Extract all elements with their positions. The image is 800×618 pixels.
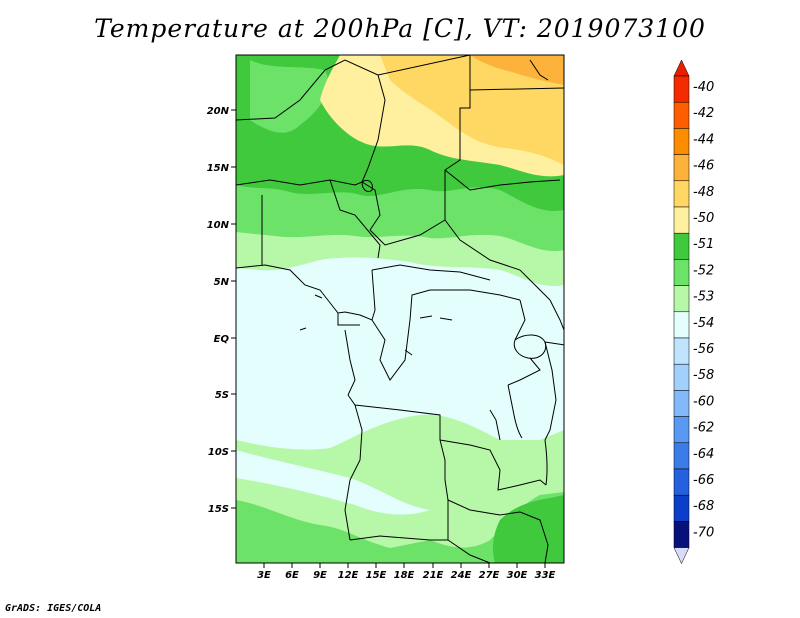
longitude-axis: 3E 6E 9E 12E 15E 18E 21E 24E 27E 30E 33E <box>257 563 556 581</box>
colorbar-swatch <box>673 442 690 470</box>
lon-label-24e: 24E <box>451 570 472 581</box>
field-south-minus52 <box>236 492 564 563</box>
colorbar-label: -68 <box>693 499 714 514</box>
lake-malawi <box>544 439 548 486</box>
colorbar-label: -64 <box>693 447 714 462</box>
colorbar-label: -62 <box>693 421 714 436</box>
lon-label-9e: 9E <box>313 570 327 581</box>
colorbar-label: -66 <box>693 473 714 488</box>
lat-label-15n: 15N <box>207 163 230 174</box>
colorbar-swatch <box>673 259 690 286</box>
latitude-axis: 20N 15N 10N 5N EQ 5S 10S 15S <box>207 106 236 515</box>
lon-tick-33e: 33E <box>535 563 556 581</box>
lake-chad <box>361 179 373 193</box>
lat-label-5n: 5N <box>214 277 230 288</box>
lon-tick-3e: 3E <box>257 563 271 581</box>
colorbar-label: -70 <box>693 525 714 540</box>
lon-tick-18e: 18E <box>394 563 415 581</box>
map-frame <box>235 54 565 564</box>
lon-tick-6e: 6E <box>285 563 299 581</box>
lon-tick-27e: 27E <box>479 563 500 581</box>
credit-text: GrADS: IGES/COLA <box>5 603 102 614</box>
lon-label-3e: 3E <box>257 570 271 581</box>
lon-tick-24e: 24E <box>451 563 472 581</box>
colorbar-label: -46 <box>693 159 714 174</box>
colorbar-swatch <box>673 232 690 260</box>
colorbar-label: -58 <box>693 368 714 383</box>
colorbar-swatch <box>673 101 690 129</box>
colorbar-swatch <box>673 154 690 182</box>
colorbar-top-arrow <box>673 59 690 77</box>
lake-tanganyika <box>507 384 523 439</box>
country-borders <box>236 55 564 563</box>
colorbar-swatch <box>673 180 690 208</box>
colorbar-swatch <box>673 363 690 391</box>
colorbar-swatch <box>673 311 690 339</box>
lat-label-eq: EQ <box>214 334 230 345</box>
map-panel <box>236 55 564 563</box>
colorbar-label: -50 <box>693 211 714 226</box>
colorbar-swatch <box>673 75 690 103</box>
colorbar: -40 -42 -44 -46 -48 -50 -51 -52 -53 -54 -56 -58 -60 -… <box>673 59 714 565</box>
colorbar-label: -44 <box>693 132 714 147</box>
lat-tick-10s: 10S <box>208 447 236 458</box>
colorbar-label: -53 <box>693 290 714 305</box>
field-south-tongue <box>236 450 430 515</box>
colorbar-label: -48 <box>693 185 714 200</box>
lon-label-12e: 12E <box>338 570 359 581</box>
lat-tick-15s: 15S <box>208 504 236 515</box>
lon-tick-9e: 9E <box>313 563 327 581</box>
colorbar-swatch <box>673 206 690 234</box>
colorbar-bottom-arrow <box>673 547 690 565</box>
lon-tick-12e: 12E <box>338 563 359 581</box>
lat-tick-15n: 15N <box>207 163 236 174</box>
colorbar-label: -51 <box>693 237 714 252</box>
lon-label-15e: 15E <box>366 570 387 581</box>
colorbar-label: -42 <box>693 106 714 121</box>
lon-tick-15e: 15E <box>366 563 387 581</box>
lat-label-10s: 10S <box>208 447 229 458</box>
lon-tick-21e: 21E <box>423 563 444 581</box>
lon-tick-30e: 30E <box>507 563 528 581</box>
lat-tick-eq: EQ <box>214 334 236 345</box>
colorbar-swatch <box>673 390 690 417</box>
colorbar-swatch <box>673 521 690 548</box>
colorbar-swatch <box>673 468 690 496</box>
lon-label-6e: 6E <box>285 570 299 581</box>
colorbar-label: -40 <box>693 80 714 95</box>
field-north-minus46 <box>470 55 564 85</box>
colorbar-label: -60 <box>693 394 714 409</box>
lon-label-33e: 33E <box>535 570 556 581</box>
chart-title: Temperature at 200hPa [C], VT: 201907310… <box>94 14 706 43</box>
colorbar-swatch <box>673 337 690 365</box>
lat-label-15s: 15S <box>208 504 229 515</box>
lat-tick-20n: 20N <box>207 106 236 117</box>
lon-label-30e: 30E <box>507 570 528 581</box>
lon-label-18e: 18E <box>394 570 415 581</box>
field-north-patch <box>250 60 329 133</box>
lon-label-21e: 21E <box>423 570 444 581</box>
colorbar-label: -54 <box>693 316 714 331</box>
colorbar-swatch <box>673 416 690 444</box>
lat-label-20n: 20N <box>207 106 230 117</box>
lat-label-5s: 5S <box>215 390 229 401</box>
lon-label-27e: 27E <box>479 570 500 581</box>
field-north-minus48 <box>380 55 564 165</box>
lat-tick-5s: 5S <box>215 390 236 401</box>
field-southeast-minus51 <box>492 495 564 563</box>
lat-tick-10n: 10N <box>207 220 236 231</box>
colorbar-swatch <box>673 128 690 155</box>
colorbar-swatch <box>673 494 690 522</box>
lat-tick-5n: 5N <box>214 277 236 288</box>
colorbar-swatch <box>673 285 690 313</box>
colorbar-label: -52 <box>693 263 714 278</box>
colorbar-label: -56 <box>693 342 714 357</box>
lake-victoria <box>513 334 547 359</box>
lat-label-10n: 10N <box>207 220 230 231</box>
